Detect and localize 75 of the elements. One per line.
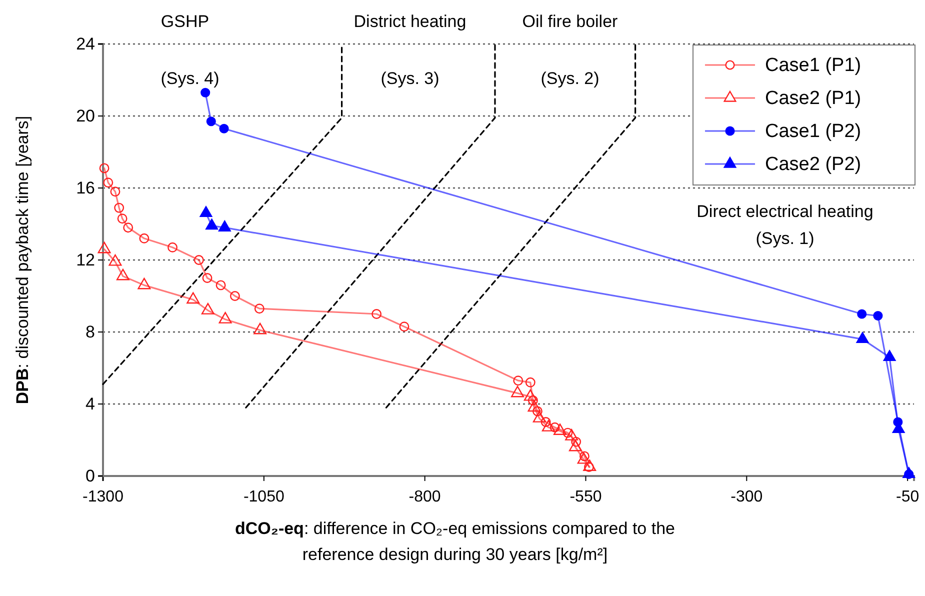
y-tick-label: 24: [76, 34, 95, 54]
annotation: (Sys. 4): [160, 69, 220, 88]
point: [110, 186, 120, 197]
text: Oil fire boiler: [522, 12, 618, 31]
point: [114, 202, 124, 213]
point: [168, 242, 178, 252]
legend-label: Case1 (P2): [765, 121, 862, 142]
point: [583, 460, 596, 471]
text: District heating: [354, 12, 466, 31]
point: [194, 255, 204, 265]
point: [542, 420, 555, 432]
y-tick-label: 8: [86, 322, 95, 342]
point: [554, 424, 566, 435]
point: [525, 377, 536, 388]
x-tick-label: -300: [730, 488, 763, 506]
point: [206, 116, 216, 126]
y-tick-label: 0: [86, 466, 95, 486]
point: [103, 178, 114, 188]
point: [219, 124, 229, 134]
annotation: (Sys. 3): [380, 69, 440, 88]
point: [524, 389, 537, 401]
point: [200, 206, 212, 218]
point: [99, 163, 110, 174]
point: [218, 220, 231, 232]
y-tick-label: 12: [76, 250, 95, 270]
point: [513, 376, 524, 386]
point: [873, 311, 883, 321]
point: [528, 395, 538, 406]
point: [577, 452, 590, 464]
point: [98, 242, 111, 254]
x-tick-label: -50: [896, 488, 920, 506]
point: [565, 429, 578, 440]
point: [883, 350, 896, 362]
point: [511, 386, 524, 398]
point: [532, 411, 546, 422]
y-tick-label: 16: [76, 178, 95, 198]
point: [893, 417, 903, 427]
legend-label: Case2 (P1): [765, 88, 862, 109]
point: [202, 273, 212, 283]
y-tick-label: 20: [76, 106, 95, 126]
x-tick-label: -550: [570, 488, 602, 506]
point: [206, 218, 218, 230]
point: [123, 222, 134, 233]
point: [532, 406, 542, 416]
point: [528, 400, 541, 412]
x-axis-title: dCO₂-eq: difference in CO₂-eq emissions compared to the reference design during 30 years [kg/m²]: [235, 519, 675, 564]
point: [568, 440, 582, 452]
annotation: Direct electrical heating: [696, 202, 874, 221]
point: [117, 214, 128, 224]
point: [186, 292, 200, 304]
point: [399, 322, 410, 332]
x-tick-label: -800: [408, 488, 441, 506]
point: [201, 303, 214, 314]
annotation: (Sys. 2): [540, 69, 600, 88]
point: [108, 254, 122, 266]
y-axis-title: DPB: discounted payback time [years]: [13, 116, 32, 404]
x-tick-label: -1050: [243, 488, 284, 506]
x-tick-label: -1300: [82, 488, 124, 506]
text: GSHP: [160, 12, 210, 31]
y-tick-label: 4: [86, 394, 95, 414]
point: [254, 304, 264, 314]
point: [116, 268, 130, 280]
point: [200, 88, 210, 98]
point: [139, 233, 150, 244]
point: [218, 312, 232, 324]
legend-label: Case1 (P1): [765, 55, 862, 76]
point: [856, 332, 869, 344]
legend-label: Case2 (P2): [765, 154, 862, 175]
point: [138, 278, 151, 290]
annotation: (Sys. 1): [756, 229, 814, 248]
point: [857, 309, 867, 319]
point: [372, 309, 382, 319]
point: [230, 291, 240, 301]
point: [216, 280, 226, 290]
point: [254, 322, 267, 334]
